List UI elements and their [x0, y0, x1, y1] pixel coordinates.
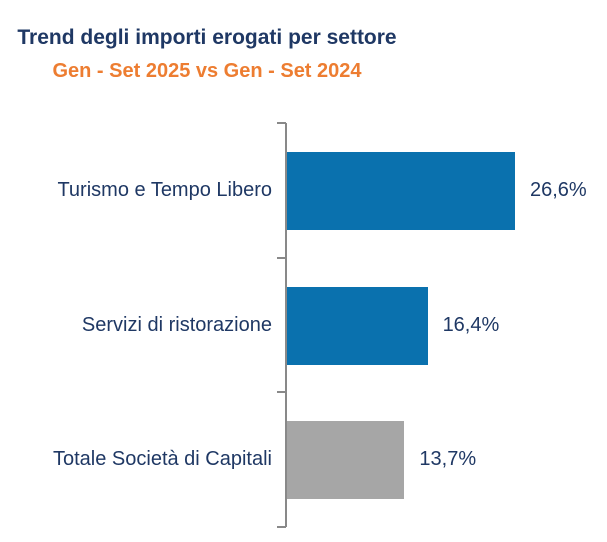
bar-turismo: [287, 152, 515, 230]
bar-totale: [287, 421, 405, 499]
chart-row: Servizi di ristorazione 16,4%: [0, 258, 607, 393]
chart-row: Turismo e Tempo Libero 26,6%: [0, 123, 607, 258]
chart-subtitle: Gen - Set 2025 vs Gen - Set 2024: [52, 60, 362, 82]
category-label: Turismo e Tempo Libero: [57, 179, 272, 201]
chart-title: Trend degli importi erogati per settore: [17, 26, 397, 49]
bar-servizi: [287, 287, 428, 365]
value-label: 26,6%: [530, 179, 587, 201]
chart-row: Totale Società di Capitali 13,7%: [0, 392, 607, 527]
axis-tick: [277, 257, 286, 259]
axis-tick: [277, 122, 286, 124]
category-axis-line: [285, 123, 287, 527]
axis-tick: [277, 526, 286, 528]
value-label: 13,7%: [419, 448, 477, 470]
category-label: Totale Società di Capitali: [52, 448, 272, 470]
axis-tick: [277, 391, 286, 393]
value-label: 16,4%: [442, 314, 500, 336]
category-label: Servizi di ristorazione: [81, 314, 272, 336]
